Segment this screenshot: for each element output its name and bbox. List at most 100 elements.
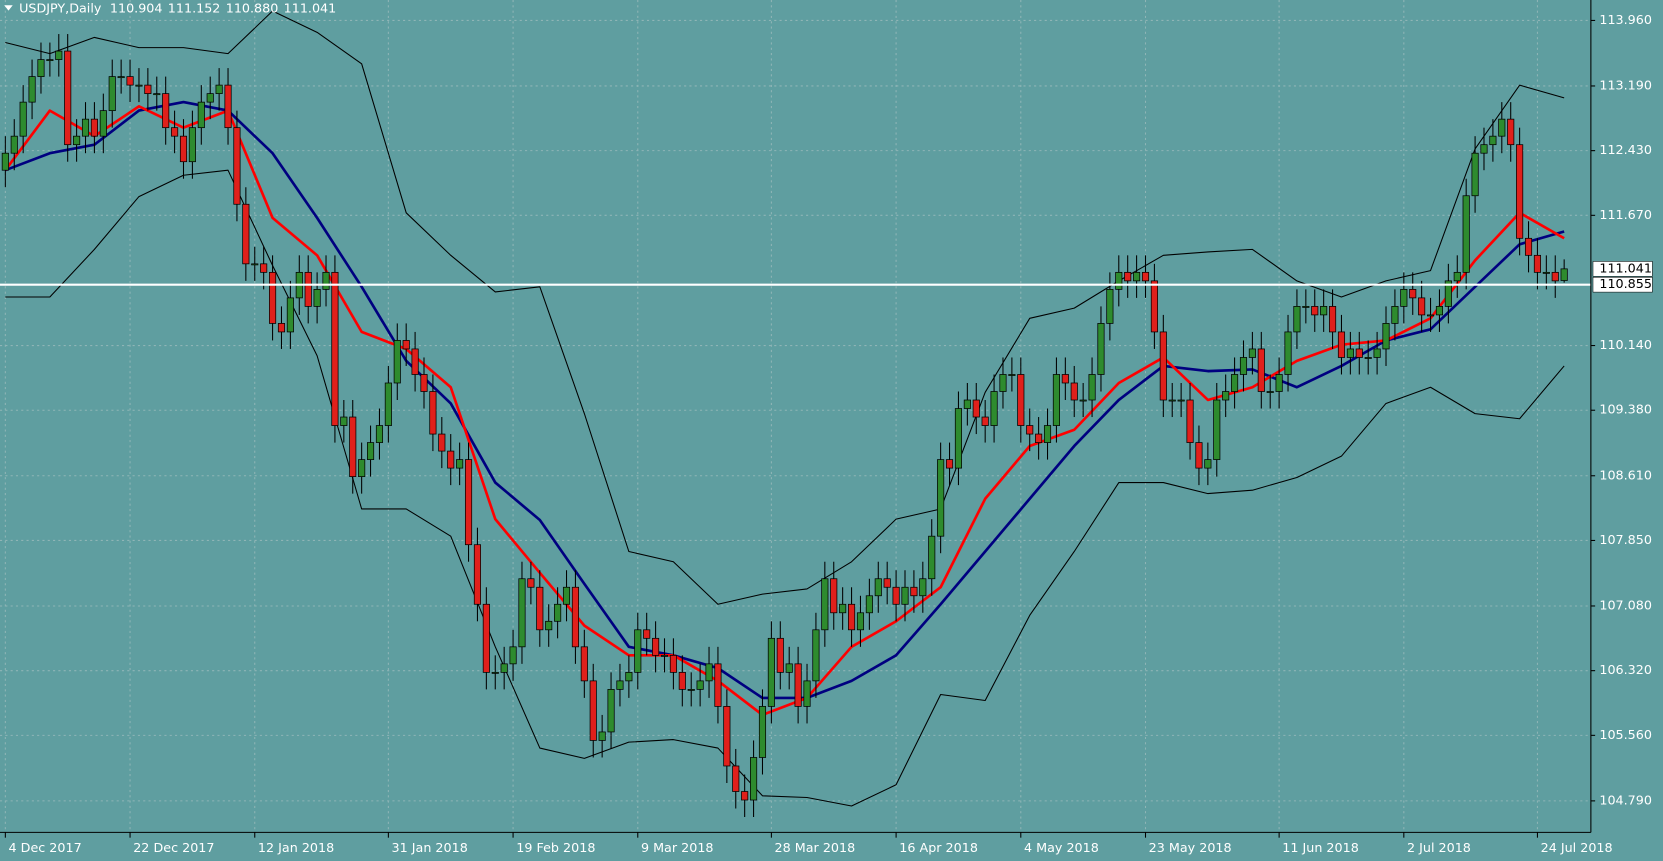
candle-body — [625, 671, 633, 682]
candle-body — [830, 578, 838, 614]
candle-body — [366, 442, 375, 460]
candle-body — [73, 135, 81, 146]
x-tick-label: 23 May 2018 — [1149, 840, 1232, 855]
candle-body — [1302, 306, 1310, 308]
x-tick-label: 22 Dec 2017 — [133, 840, 214, 855]
candle-body — [402, 340, 410, 350]
candle-body — [1551, 271, 1559, 282]
current-price-label: 111.041 — [1599, 260, 1652, 275]
candle-body — [1222, 391, 1230, 401]
candle-body — [856, 612, 865, 631]
candle-body — [1133, 271, 1141, 282]
x-tick-label: 9 Mar 2018 — [641, 840, 714, 855]
candle-body — [901, 586, 909, 605]
candle-body — [1498, 118, 1506, 137]
candle-body — [928, 535, 936, 580]
candle-body — [1337, 331, 1346, 358]
candle-body — [1284, 331, 1292, 375]
candle-body — [99, 110, 107, 137]
candle-body — [473, 544, 481, 605]
candle-body — [1239, 357, 1248, 375]
candle-body — [1061, 374, 1069, 384]
candle-body — [1159, 331, 1167, 401]
candle-body — [215, 84, 223, 94]
candle-body — [616, 680, 624, 690]
candle-body — [562, 586, 571, 605]
candle-body — [331, 271, 339, 426]
menu-triangle[interactable] — [4, 5, 13, 11]
candle-body — [892, 586, 900, 605]
candle-body — [313, 289, 321, 307]
candle-body — [135, 84, 143, 87]
candle-body — [963, 399, 971, 409]
candle-body — [46, 59, 54, 62]
candle-body — [750, 757, 758, 801]
axis-labels: 113.960 113.190 112.430 111.670 110.140 109.3… — [4, 12, 1653, 855]
candle-body — [687, 689, 695, 691]
candle-body — [1471, 152, 1479, 197]
candle-body — [1533, 254, 1541, 273]
candle-body — [1204, 459, 1212, 469]
quote-close: 111.041 — [284, 0, 337, 15]
candle-body — [358, 459, 366, 477]
candle-body — [527, 578, 535, 588]
candle-body — [972, 399, 980, 418]
y-tick-label: 106.320 — [1599, 662, 1652, 677]
candle-body — [1052, 374, 1060, 426]
candle-body — [500, 663, 508, 673]
candle-body — [411, 348, 419, 375]
candle-body — [429, 391, 437, 435]
candle-body — [233, 127, 241, 205]
candle-body — [393, 340, 401, 384]
candle-body — [1293, 306, 1301, 333]
candle-body — [1524, 237, 1533, 256]
candle-body — [678, 671, 686, 690]
candle-body — [714, 663, 722, 707]
candle-body — [883, 578, 891, 588]
candle-body — [723, 706, 731, 767]
candle-body — [126, 76, 134, 86]
quote-open: 110.904 — [110, 0, 163, 15]
candle-body — [1026, 425, 1034, 435]
candle-body — [1141, 271, 1150, 282]
candle-body — [1008, 374, 1016, 376]
candle-body — [384, 382, 392, 426]
candle-body — [812, 629, 820, 682]
candle-body — [1391, 306, 1399, 324]
candle-body — [64, 50, 72, 146]
candle-body — [545, 620, 553, 631]
y-tick-label: 110.140 — [1599, 337, 1652, 352]
candle-body — [81, 118, 90, 137]
y-tick-label: 111.670 — [1599, 207, 1652, 222]
candle-body — [1168, 399, 1176, 402]
x-tick-label: 11 Jun 2018 — [1282, 840, 1359, 855]
candle-body — [669, 654, 677, 673]
candle-body — [153, 93, 161, 96]
candle-body — [1017, 374, 1025, 426]
candle-body — [1426, 314, 1435, 317]
candle-body — [188, 127, 196, 163]
y-tick-label: 105.560 — [1599, 727, 1652, 742]
candle-body — [482, 603, 490, 673]
x-tick-label: 4 May 2018 — [1024, 840, 1099, 855]
candle-body — [1213, 399, 1221, 460]
candle-body — [758, 706, 767, 758]
candle-body — [1542, 271, 1550, 274]
candle-body — [162, 93, 170, 129]
candle-body — [652, 637, 660, 656]
candle-body — [643, 629, 651, 639]
x-tick-label: 24 Jul 2018 — [1541, 840, 1613, 855]
plot-area — [0, 10, 1591, 818]
y-tick-label: 107.080 — [1599, 597, 1652, 612]
candle-body — [349, 416, 357, 477]
candle-body — [1435, 306, 1444, 316]
candle-body — [1035, 433, 1043, 443]
candle-body — [1560, 268, 1568, 281]
candle-body — [1097, 323, 1105, 375]
candle-body — [224, 84, 232, 129]
indicator-line — [5, 169, 1565, 807]
candle-body — [28, 76, 36, 103]
candle-body — [821, 578, 829, 631]
